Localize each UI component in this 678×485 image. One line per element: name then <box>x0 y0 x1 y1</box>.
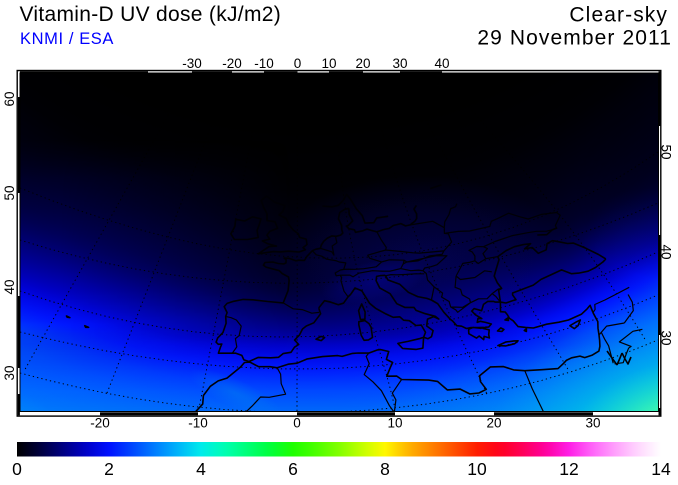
svg-text:KNMI / ESA: KNMI / ESA <box>20 30 114 48</box>
svg-text:10: 10 <box>387 416 402 431</box>
svg-text:4: 4 <box>196 459 206 479</box>
svg-text:40: 40 <box>2 279 17 294</box>
svg-text:6: 6 <box>288 459 298 479</box>
svg-text:0: 0 <box>12 459 22 479</box>
svg-text:-20: -20 <box>222 56 242 71</box>
svg-text:0: 0 <box>294 56 302 71</box>
svg-text:60: 60 <box>2 91 17 106</box>
svg-text:0: 0 <box>293 416 301 431</box>
svg-text:14: 14 <box>651 459 671 479</box>
svg-text:30: 30 <box>659 330 674 345</box>
svg-text:40: 40 <box>659 244 674 259</box>
svg-text:10: 10 <box>467 459 487 479</box>
svg-text:40: 40 <box>434 56 449 71</box>
svg-text:29 November 2011: 29 November 2011 <box>477 26 672 49</box>
svg-text:-20: -20 <box>90 416 110 431</box>
svg-text:20: 20 <box>486 416 501 431</box>
svg-text:-10: -10 <box>254 56 274 71</box>
svg-text:30: 30 <box>392 56 407 71</box>
svg-text:30: 30 <box>2 365 17 380</box>
svg-text:50: 50 <box>659 144 674 159</box>
svg-text:30: 30 <box>585 416 600 431</box>
svg-text:-10: -10 <box>188 416 208 431</box>
svg-text:8: 8 <box>380 459 390 479</box>
svg-text:12: 12 <box>559 459 578 479</box>
svg-text:20: 20 <box>355 56 370 71</box>
svg-text:50: 50 <box>2 185 17 200</box>
svg-text:-30: -30 <box>182 56 202 71</box>
svg-text:Clear-sky: Clear-sky <box>569 3 668 26</box>
svg-text:2: 2 <box>104 459 114 479</box>
svg-text:10: 10 <box>321 56 336 71</box>
svg-text:Vitamin-D UV dose (kJ/m2): Vitamin-D UV dose (kJ/m2) <box>20 3 282 26</box>
